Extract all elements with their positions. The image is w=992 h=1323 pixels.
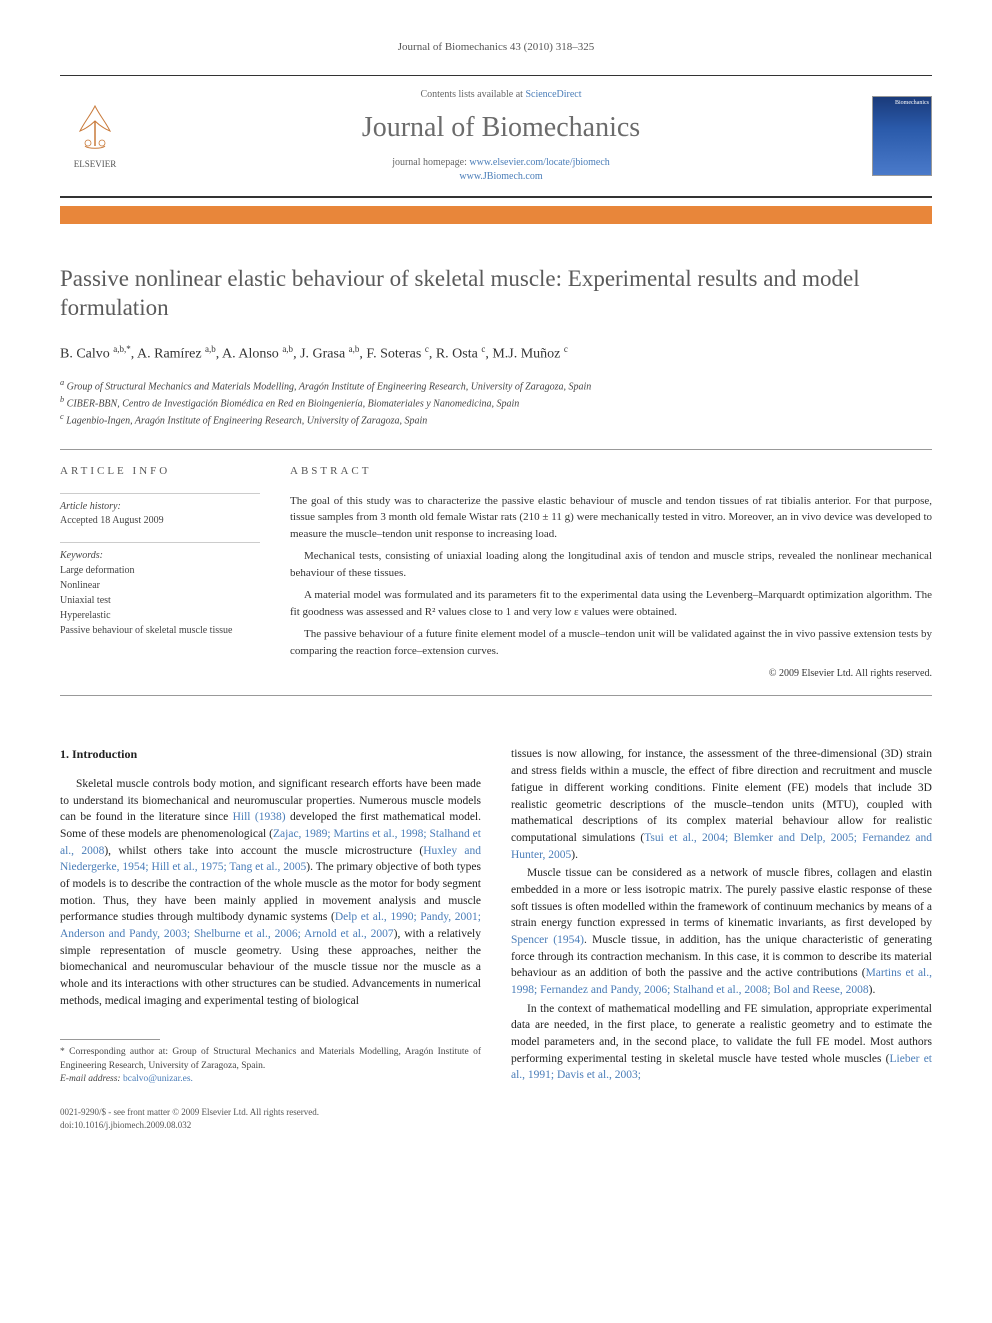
- article-info-label: ARTICLE INFO: [60, 464, 260, 479]
- article-info-sidebar: ARTICLE INFO Article history: Accepted 1…: [60, 464, 260, 682]
- text-span: ).: [571, 849, 578, 861]
- text-span: tissues is now allowing, for instance, t…: [511, 748, 932, 843]
- body-paragraph: Skeletal muscle controls body motion, an…: [60, 776, 481, 1009]
- authors-line: B. Calvo a,b,*, A. Ramírez a,b, A. Alons…: [60, 343, 932, 364]
- article-title: Passive nonlinear elastic behaviour of s…: [60, 264, 932, 324]
- history-label: Article history:: [60, 500, 260, 514]
- orange-divider-bar: [60, 206, 932, 224]
- affiliations: a Group of Structural Mechanics and Mate…: [60, 377, 932, 429]
- citation-link[interactable]: Hill (1938): [233, 811, 286, 823]
- elsevier-logo: ELSEVIER: [60, 96, 130, 176]
- column-right: tissues is now allowing, for instance, t…: [511, 746, 932, 1131]
- doi-line: doi:10.1016/j.jbiomech.2009.08.032: [60, 1119, 481, 1132]
- homepage-link-2[interactable]: www.JBiomech.com: [459, 171, 542, 182]
- journal-cover-thumb: Biomechanics: [872, 96, 932, 176]
- contents-line: Contents lists available at ScienceDirec…: [150, 88, 852, 102]
- journal-header: ELSEVIER Contents lists available at Sci…: [60, 75, 932, 197]
- elsevier-label: ELSEVIER: [74, 158, 117, 171]
- text-span: Muscle tissue can be considered as a net…: [511, 867, 932, 929]
- front-matter-line: 0021-9290/$ - see front matter © 2009 El…: [60, 1106, 481, 1119]
- body-paragraph: Muscle tissue can be considered as a net…: [511, 865, 932, 998]
- abstract-text: The goal of this study was to characteri…: [290, 493, 932, 660]
- abstract-section: ARTICLE INFO Article history: Accepted 1…: [60, 449, 932, 697]
- footnote-text: * Corresponding author at: Group of Stru…: [60, 1046, 481, 1073]
- header-center: Contents lists available at ScienceDirec…: [150, 88, 852, 183]
- abstract-content: ABSTRACT The goal of this study was to c…: [290, 464, 932, 682]
- bottom-meta: 0021-9290/$ - see front matter © 2009 El…: [60, 1106, 481, 1131]
- body-columns: 1. Introduction Skeletal muscle controls…: [60, 746, 932, 1131]
- email-label: E-mail address:: [60, 1074, 123, 1084]
- homepage-link-1[interactable]: www.elsevier.com/locate/jbiomech: [469, 157, 609, 168]
- email-link[interactable]: bcalvo@unizar.es.: [123, 1074, 193, 1084]
- cover-thumb-label: Biomechanics: [895, 99, 929, 107]
- body-paragraph: In the context of mathematical modelling…: [511, 1001, 932, 1084]
- footnote-separator: [60, 1039, 160, 1040]
- contents-prefix: Contents lists available at: [420, 89, 525, 100]
- article-history-block: Article history: Accepted 18 August 2009: [60, 493, 260, 528]
- homepage-prefix: journal homepage:: [392, 157, 469, 168]
- keywords-list: Large deformationNonlinearUniaxial testH…: [60, 563, 260, 638]
- running-header: Journal of Biomechanics 43 (2010) 318–32…: [60, 40, 932, 55]
- elsevier-tree-icon: [70, 101, 120, 156]
- body-paragraph: tissues is now allowing, for instance, t…: [511, 746, 932, 863]
- text-span: In the context of mathematical modelling…: [511, 1003, 932, 1065]
- corresponding-author-footnote: * Corresponding author at: Group of Stru…: [60, 1046, 481, 1086]
- sciencedirect-link[interactable]: ScienceDirect: [525, 89, 581, 100]
- history-value: Accepted 18 August 2009: [60, 514, 260, 528]
- citation-link[interactable]: Spencer (1954): [511, 934, 584, 946]
- keywords-block: Keywords: Large deformationNonlinearUnia…: [60, 542, 260, 638]
- keywords-label: Keywords:: [60, 549, 260, 563]
- homepage-line: journal homepage: www.elsevier.com/locat…: [150, 156, 852, 184]
- abstract-copyright: © 2009 Elsevier Ltd. All rights reserved…: [290, 667, 932, 681]
- intro-heading: 1. Introduction: [60, 746, 481, 763]
- text-span: ).: [869, 984, 876, 996]
- text-span: ), whilst others take into account the m…: [104, 845, 423, 857]
- journal-name: Journal of Biomechanics: [150, 108, 852, 147]
- abstract-label: ABSTRACT: [290, 464, 932, 479]
- column-left: 1. Introduction Skeletal muscle controls…: [60, 746, 481, 1131]
